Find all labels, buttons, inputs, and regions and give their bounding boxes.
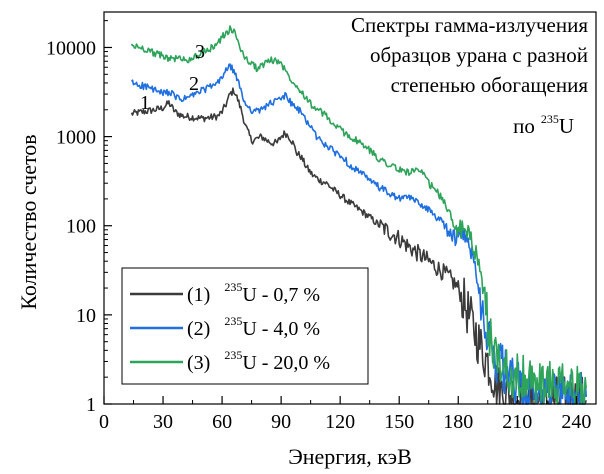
title-prefix: по (513, 114, 535, 138)
y-tick-label-2: 100 (66, 216, 96, 238)
curve-label-3: 3 (195, 41, 205, 63)
legend-sup-2: 235 (224, 314, 242, 328)
legend: (1) 235U - 0,7 % (2) 235U - 4,0 % (3) 235U … (121, 267, 369, 385)
title-superscript: 235 (541, 112, 559, 126)
title-suffix: U (559, 114, 574, 138)
legend-item-2: (2) 235U - 4,0 % (130, 314, 320, 340)
y-tick-label-0: 1 (86, 394, 96, 416)
legend-text-3: U - 20,0 % (242, 352, 330, 374)
x-tick-label-0: 0 (99, 411, 109, 433)
legend-num-3: (3) (187, 352, 210, 374)
title-line-3: степенью обогащения (391, 73, 589, 97)
legend-num-1: (1) (187, 284, 210, 306)
series-line-1 (130, 87, 587, 405)
x-axis-ticks: 0 30 60 90 120 150 180 210 240 (99, 396, 591, 433)
legend-entry-2: (2) 235U - 4,0 % (187, 314, 320, 340)
title-line-4: по 235U (513, 112, 574, 138)
legend-sup-1: 235 (224, 280, 242, 294)
y-tick-label-1: 10 (76, 305, 96, 327)
chart-title: Спектры гамма-излучения образцов урана с… (351, 13, 588, 138)
x-axis-label: Энергия, кэВ (288, 444, 412, 469)
x-tick-label-2: 60 (212, 411, 232, 433)
y-tick-label-4: 10000 (46, 37, 96, 59)
legend-text-2: U - 4,0 % (242, 318, 320, 340)
x-tick-label-6: 180 (443, 411, 473, 433)
y-tick-label-3: 1000 (56, 127, 96, 149)
legend-text-1: U - 0,7 % (242, 284, 320, 306)
x-tick-label-4: 120 (325, 411, 355, 433)
legend-box (121, 267, 369, 385)
legend-item-3: (3) 235U - 20,0 % (130, 348, 330, 374)
series-layer (130, 25, 587, 405)
curve-label-1: 1 (140, 92, 150, 114)
x-tick-label-7: 210 (502, 411, 532, 433)
legend-entry-3: (3) 235U - 20,0 % (187, 348, 330, 374)
y-axis-label: Количество счетов (16, 134, 41, 309)
title-line-2: образцов урана с разной (370, 43, 588, 67)
curve-labels: 1 2 3 (140, 41, 205, 114)
legend-entry-1: (1) 235U - 0,7 % (187, 280, 320, 306)
x-tick-label-5: 150 (384, 411, 414, 433)
legend-sup-3: 235 (224, 348, 242, 362)
curve-label-2: 2 (189, 73, 199, 95)
title-line-1: Спектры гамма-излучения (351, 13, 588, 37)
series-line-3 (130, 25, 587, 405)
legend-item-1: (1) 235U - 0,7 % (130, 280, 320, 306)
series-line-2 (130, 63, 587, 405)
legend-num-2: (2) (187, 318, 210, 340)
x-tick-label-1: 30 (153, 411, 173, 433)
y-axis-ticks: 1 10 100 1000 10000 (46, 20, 112, 416)
x-tick-label-8: 240 (561, 411, 591, 433)
x-tick-label-3: 90 (271, 411, 291, 433)
plot-frame (103, 11, 597, 405)
